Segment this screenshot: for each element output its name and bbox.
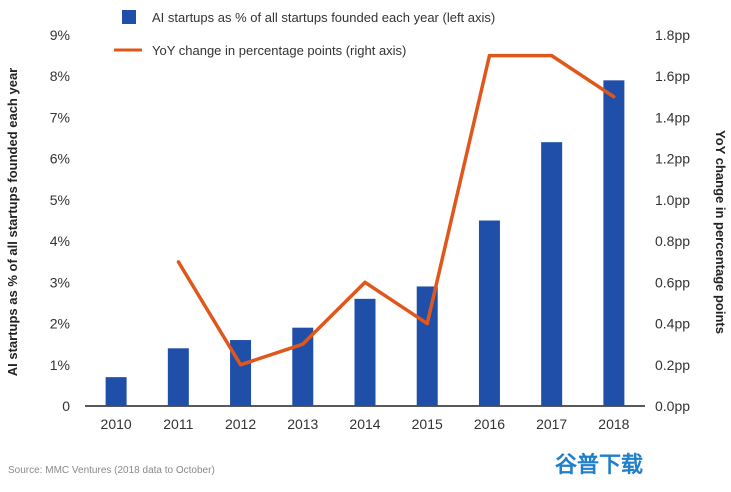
left-axis-ticks: 0 1% 2% 3% 4% 5% 6% 7% 8% 9% [50, 27, 70, 414]
left-tick-label: 3% [50, 274, 70, 290]
source-note: Source: MMC Ventures (2018 data to Octob… [8, 465, 215, 476]
right-tick-label: 1.2pp [655, 151, 690, 167]
x-tick-label: 2015 [412, 416, 443, 432]
right-tick-label: 0.2pp [655, 357, 690, 373]
legend-line-label: YoY change in percentage points (right a… [152, 43, 406, 58]
left-tick-label: 5% [50, 192, 70, 208]
bar-series [105, 80, 625, 406]
yoy-line [176, 53, 615, 367]
right-tick-label: 1.0pp [655, 192, 690, 208]
right-tick-label: 0.6pp [655, 274, 690, 290]
line-point [425, 321, 429, 326]
bar [167, 348, 189, 406]
x-tick-label: 2013 [287, 416, 318, 432]
x-tick-label: 2014 [349, 416, 380, 432]
right-tick-label: 1.4pp [655, 109, 690, 125]
x-tick-label: 2017 [536, 416, 567, 432]
x-tick-label: 2018 [598, 416, 629, 432]
left-tick-label: 4% [50, 233, 70, 249]
left-tick-label: 6% [50, 151, 70, 167]
left-axis-title: AI startups as % of all startups founded… [5, 68, 20, 376]
line-point [363, 280, 367, 284]
left-tick-label: 8% [50, 68, 70, 84]
bar [416, 286, 438, 406]
bar [105, 377, 127, 406]
left-tick-label: 9% [50, 27, 70, 43]
line-point [301, 342, 305, 346]
bar [292, 327, 314, 406]
legend-bar-label: AI startups as % of all startups founded… [152, 10, 495, 25]
left-tick-label: 2% [50, 316, 70, 332]
right-tick-label: 0.8pp [655, 233, 690, 249]
right-tick-label: 0.0pp [655, 398, 690, 414]
x-axis-ticks: 2010 2011 2012 2013 2014 2015 2016 2017 2018 [101, 416, 630, 432]
legend: AI startups as % of all startups founded… [114, 10, 495, 58]
right-tick-label: 0.4pp [655, 316, 690, 332]
line-series [176, 53, 616, 367]
line-point [176, 260, 180, 264]
bar [541, 142, 563, 406]
right-tick-label: 1.6pp [655, 68, 690, 84]
line-point [487, 54, 492, 58]
line-point [238, 363, 243, 367]
right-axis-title: YoY change in percentage points [713, 130, 728, 334]
bar [354, 298, 376, 406]
watermark: 谷普下载 [555, 452, 643, 477]
legend-bar-swatch [122, 10, 136, 24]
bar [603, 80, 625, 406]
left-tick-label: 1% [50, 357, 70, 373]
right-axis-ticks: 0.0pp 0.2pp 0.4pp 0.6pp 0.8pp 1.0pp 1.2pp 1.4pp… [655, 27, 690, 414]
line-point [550, 54, 554, 58]
left-tick-label: 0 [62, 398, 70, 414]
x-tick-label: 2010 [101, 416, 132, 432]
x-tick-label: 2012 [225, 416, 256, 432]
left-tick-label: 7% [50, 109, 70, 125]
x-tick-label: 2016 [474, 416, 505, 432]
line-point [612, 95, 616, 99]
x-tick-label: 2011 [163, 416, 193, 432]
bar [478, 220, 500, 406]
right-tick-label: 1.8pp [655, 27, 690, 43]
